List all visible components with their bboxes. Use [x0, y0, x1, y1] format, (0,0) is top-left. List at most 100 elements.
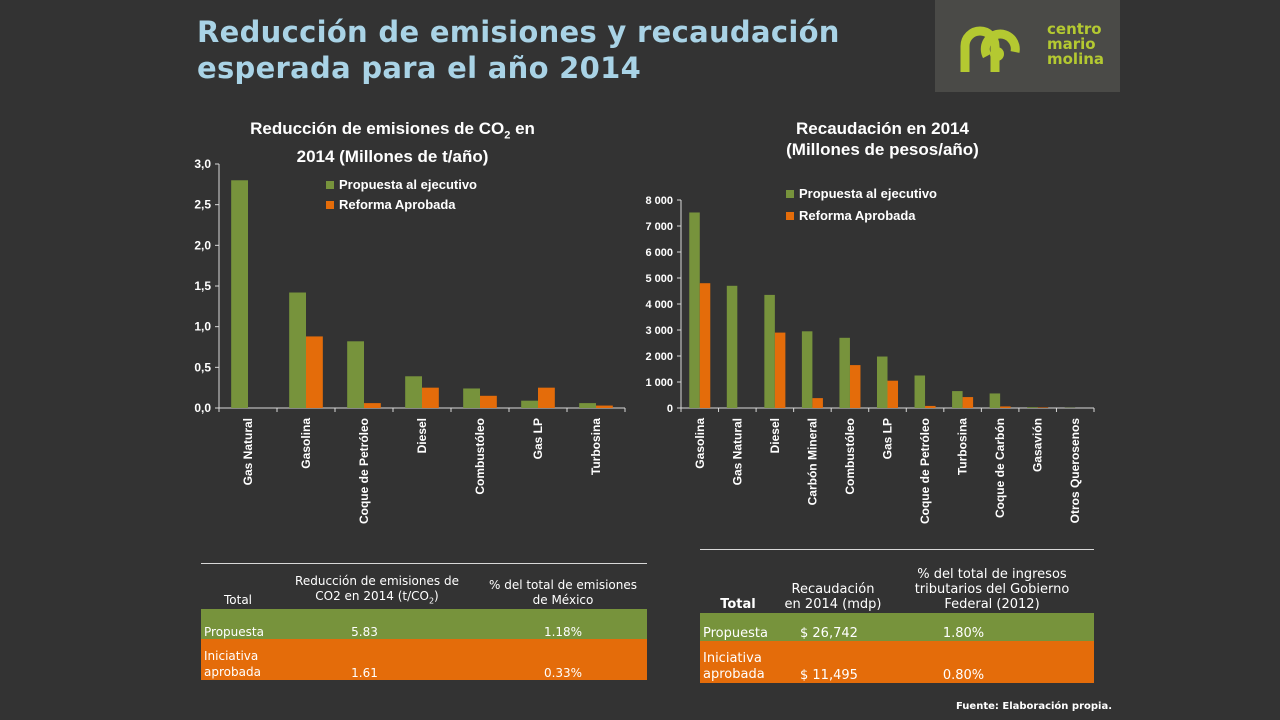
- bar-propuesta-al-ejecutivo-gas-natural: [726, 285, 738, 408]
- emissions-header-reduction-line-2: CO2 en 2014 (t/CO2): [277, 589, 477, 608]
- right-chart-title: Recaudación en 2014 (Millones de pesos/a…: [720, 118, 1045, 160]
- y-tick-label: 3 000: [645, 325, 673, 337]
- right-chart-title-line-1: Recaudación en 2014: [796, 119, 969, 138]
- y-tick-label: 0: [667, 403, 673, 415]
- revenue-table-header-row: Total Recaudación en 2014 (mdp) % del to…: [700, 549, 1094, 613]
- emissions-header-pct-line-1: % del total de emisiones: [488, 578, 637, 592]
- bar-reforma-aprobada-gasavion: [1037, 407, 1049, 408]
- revenue-header-pct-line-1: % del total de ingresos: [917, 567, 1067, 582]
- x-category-label: Diesel: [415, 418, 429, 453]
- row-label-line-2: aprobada: [204, 665, 261, 679]
- left-chart-title-line-2: 2014 (Millones de t/año): [296, 147, 489, 167]
- emissions-table-header-total: Total: [201, 563, 275, 609]
- emissions-table-header-pct: % del total de emisiones de México: [479, 563, 647, 609]
- bar-propuesta-al-ejecutivo-gas-lp: [521, 400, 538, 408]
- source-note: Fuente: Elaboración propia.: [955, 701, 1112, 712]
- bar-reforma-aprobada-carbon-mineral: [812, 398, 823, 408]
- right-chart-title-line-2: (Millones de pesos/año): [786, 140, 979, 159]
- revenue-header-pct-line-2: tributarios del Gobierno: [914, 582, 1070, 597]
- bar-reforma-aprobada-gas-lp: [538, 387, 555, 408]
- row-label: Propuesta: [201, 609, 275, 639]
- revenue-table: Total Recaudación en 2014 (mdp) % del to…: [700, 549, 1094, 683]
- bar-reforma-aprobada-coque-de-petroleo: [364, 403, 381, 408]
- revenue-bar-chart: 0 1 000 2 000 3 000 4 000 5 000 6 000 7 000 8 00…: [645, 186, 1095, 524]
- bar-propuesta-al-ejecutivo-coque-de-petroleo: [914, 375, 926, 408]
- x-category-label: Coque de Carbón: [993, 418, 1007, 518]
- logo-word-3: molina: [1047, 50, 1105, 68]
- bar-reforma-aprobada-turbosina: [962, 397, 974, 408]
- bar-reforma-aprobada-diesel: [422, 387, 439, 408]
- bar-propuesta-al-ejecutivo-gas-natural: [231, 180, 248, 408]
- y-tick-label: 1,0: [194, 320, 211, 334]
- centro-mario-molina-logo: centro mario molina: [935, 0, 1120, 92]
- bar-propuesta-al-ejecutivo-gasolina: [689, 212, 700, 408]
- y-tick-label: 5 000: [645, 273, 673, 285]
- x-category-label: Combustóleo: [473, 418, 487, 495]
- x-category-label: Gasavión: [1031, 418, 1045, 472]
- table-row: Iniciativa aprobada $ 11,495 0.80%: [700, 641, 1094, 683]
- logo-word-2: mario: [1047, 35, 1096, 53]
- legend-label-reforma-aprobada: Reforma Aprobada: [339, 197, 456, 212]
- bar-reforma-aprobada-diesel: [774, 332, 786, 408]
- x-category-label: Combustóleo: [843, 418, 857, 495]
- row-label: Iniciativa aprobada: [201, 639, 275, 680]
- x-category-label: Gas Natural: [241, 418, 255, 485]
- row-value: $ 26,742: [776, 613, 890, 641]
- left-chart-title-suffix: en: [510, 119, 535, 138]
- page-title: Reducción de emisiones y recaudación esp…: [197, 14, 897, 86]
- revenue-header-revenue-line-2: en 2014 (mdp): [784, 597, 882, 612]
- y-tick-label: 7 000: [645, 221, 673, 233]
- emissions-header-pct-line-2: de México: [532, 593, 594, 607]
- y-tick-label: 1 000: [645, 377, 673, 389]
- legend-label-propuesta-al-ejecutivo: Propuesta al ejecutivo: [339, 177, 477, 192]
- y-tick-label: 4 000: [645, 299, 673, 311]
- emissions-table: Total Reducción de emisiones de CO2 en 2…: [201, 563, 647, 680]
- bar-reforma-aprobada-combustoleo: [480, 395, 497, 408]
- logo-mark-icon: [960, 26, 1020, 72]
- table-row: Propuesta 5.83 1.18%: [201, 609, 647, 639]
- bar-propuesta-al-ejecutivo-gas-lp: [876, 356, 888, 408]
- legend-label-reforma-aprobada: Reforma Aprobada: [799, 208, 916, 223]
- bar-propuesta-al-ejecutivo-turbosina: [579, 403, 596, 408]
- bar-reforma-aprobada-gasolina: [306, 336, 323, 408]
- revenue-table-header-revenue: Recaudación en 2014 (mdp): [776, 549, 890, 613]
- bar-reforma-aprobada-coque-de-carbon: [1000, 406, 1011, 408]
- page-title-line-2: esperada para el año 2014: [197, 51, 642, 85]
- y-tick-label: 1,5: [194, 279, 211, 293]
- bar-propuesta-al-ejecutivo-combustoleo: [463, 388, 480, 408]
- row-value: 5.83: [275, 609, 479, 639]
- revenue-table-header-pct: % del total de ingresos tributarios del …: [890, 549, 1094, 613]
- x-category-label: Gas LP: [881, 418, 895, 459]
- row-pct: 0.33%: [479, 639, 647, 680]
- x-category-label: Gas Natural: [730, 418, 744, 485]
- y-tick-label: 6 000: [645, 247, 673, 259]
- x-category-label: Coque de Petróleo: [357, 418, 371, 524]
- bar-propuesta-al-ejecutivo-gasavion: [1027, 407, 1038, 408]
- emissions-bar-chart: 0,0 0,5 1,0 1,5 2,0 2,5 3,0 Gas Natural Gasolina…: [194, 157, 626, 524]
- legend-swatch-reforma-aprobada: [786, 212, 794, 220]
- bar-propuesta-al-ejecutivo-coque-de-carbon: [989, 393, 1001, 408]
- legend-label-propuesta-al-ejecutivo: Propuesta al ejecutivo: [799, 186, 937, 201]
- row-label-line-1: Iniciativa: [204, 649, 259, 663]
- row-label-line-1: Iniciativa: [703, 651, 762, 666]
- left-chart-title-text: Reducción de emisiones de CO: [250, 119, 505, 138]
- y-tick-label: 2,0: [194, 238, 211, 252]
- bar-propuesta-al-ejecutivo-gasolina: [289, 292, 306, 408]
- table-row: Iniciativa aprobada 1.61 0.33%: [201, 639, 647, 680]
- y-tick-label: 8 000: [645, 195, 673, 207]
- y-tick-label: 2 000: [645, 351, 673, 363]
- y-tick-label: 0,0: [194, 401, 211, 415]
- emissions-header-reduction-line-1: Reducción de emisiones de: [295, 573, 459, 588]
- bar-reforma-aprobada-coque-de-petroleo: [925, 405, 936, 408]
- bar-propuesta-al-ejecutivo-diesel: [405, 376, 422, 408]
- bar-propuesta-al-ejecutivo-combustoleo: [839, 337, 850, 408]
- page-title-line-1: Reducción de emisiones y recaudación: [197, 15, 840, 49]
- revenue-header-pct-line-3: Federal (2012): [944, 597, 1040, 612]
- emissions-header-reduction-close: ): [434, 588, 439, 603]
- emissions-table-header-row: Total Reducción de emisiones de CO2 en 2…: [201, 563, 647, 609]
- bar-reforma-aprobada-turbosina: [596, 405, 613, 408]
- x-category-label: Gasolina: [693, 418, 707, 469]
- left-chart-title-subscript: 2: [504, 129, 511, 142]
- bar-propuesta-al-ejecutivo-coque-de-petroleo: [347, 341, 364, 408]
- bar-reforma-aprobada-gas-lp: [887, 380, 899, 408]
